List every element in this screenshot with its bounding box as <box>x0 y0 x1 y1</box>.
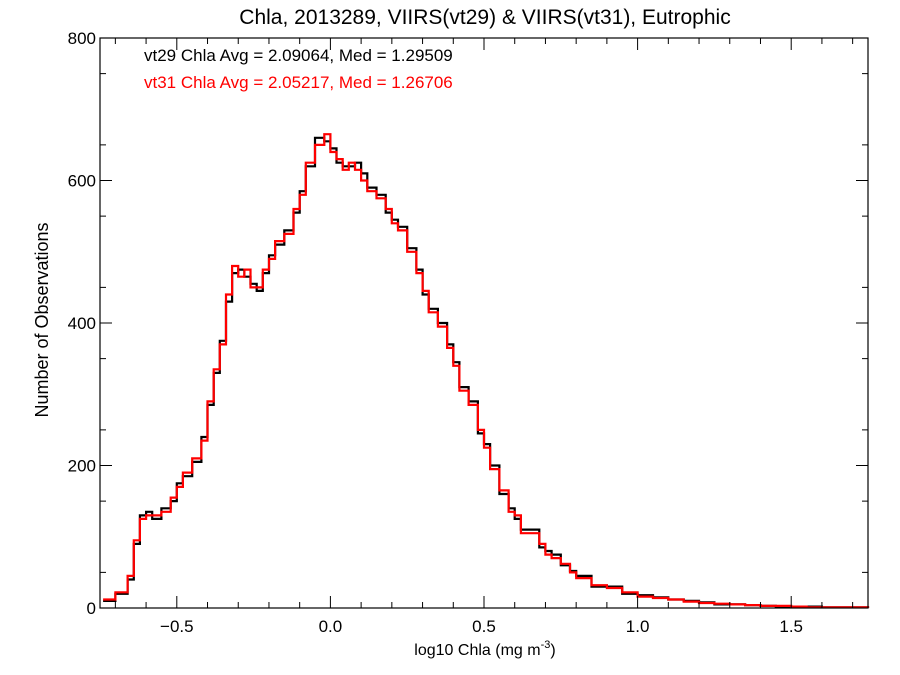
plot-frame <box>99 37 869 609</box>
histogram-series-2 <box>103 133 870 609</box>
stats-annotation-2: vt31 Chla Avg = 2.05217, Med = 1.26706 <box>144 73 453 92</box>
x-tick-label: 0.5 <box>472 617 496 636</box>
x-axis-label: log10 Chla (mg m-3) <box>414 639 555 659</box>
x-axis-label-superscript: -3 <box>541 639 551 651</box>
y-tick-label: 0 <box>87 599 96 618</box>
y-tick-label: 400 <box>68 314 96 333</box>
y-tick-label: 200 <box>68 457 96 476</box>
x-tick-label: 1.5 <box>779 617 803 636</box>
histogram-series-1 <box>103 136 870 609</box>
x-tick-label: −0.5 <box>160 617 194 636</box>
stats-annotation-1: vt29 Chla Avg = 2.09064, Med = 1.29509 <box>144 46 453 65</box>
x-axis-label-close: ) <box>550 642 555 659</box>
y-axis-label: Number of Observations <box>32 222 52 417</box>
x-tick-label: 1.0 <box>626 617 650 636</box>
y-tick-label: 600 <box>68 172 96 191</box>
x-tick-label: 0.0 <box>319 617 343 636</box>
chart-title: Chla, 2013289, VIIRS(vt29) & VIIRS(vt31)… <box>239 6 730 29</box>
y-tick-label: 800 <box>68 29 96 48</box>
plot-area: −0.5 0.0 0.5 1.0 1.5 0 200 400 600 800 vt29 Chla A… <box>68 29 870 636</box>
x-axis-label-main: log10 Chla (mg m <box>414 642 540 659</box>
